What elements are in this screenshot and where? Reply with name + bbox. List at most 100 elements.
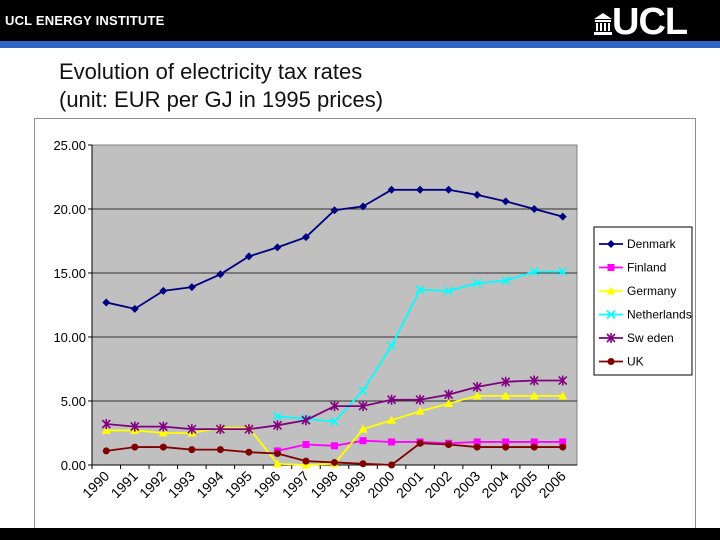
data-point-netherlands bbox=[329, 416, 340, 427]
x-tick-label: 1996 bbox=[250, 468, 283, 501]
plot-area bbox=[91, 144, 578, 466]
data-point-denmark bbox=[301, 233, 310, 242]
data-point-finland bbox=[559, 438, 567, 446]
data-point-finland bbox=[502, 438, 510, 446]
data-point-germany bbox=[529, 391, 539, 400]
data-point-uk bbox=[102, 447, 110, 455]
data-point-sweden bbox=[244, 424, 254, 435]
x-tick-label: 2005 bbox=[507, 468, 540, 501]
data-point-denmark bbox=[102, 298, 111, 307]
data-point-uk bbox=[445, 441, 453, 449]
data-point-netherlands bbox=[358, 386, 368, 396]
data-point-uk bbox=[245, 448, 253, 456]
data-point-denmark bbox=[530, 205, 539, 213]
tax-rate-chart: 0.005.0010.0015.0020.0025.00199019911992… bbox=[53, 138, 693, 501]
data-point-finland bbox=[359, 437, 367, 445]
data-point-germany bbox=[101, 425, 111, 434]
data-point-denmark bbox=[444, 185, 453, 194]
x-tick-label: 2002 bbox=[421, 468, 454, 501]
data-point-uk bbox=[331, 458, 338, 466]
data-point-sweden bbox=[529, 375, 539, 386]
data-point-uk bbox=[188, 446, 196, 454]
data-point-sweden bbox=[158, 421, 168, 432]
data-point-sweden bbox=[187, 424, 197, 435]
data-point-finland bbox=[530, 438, 538, 446]
data-point-uk bbox=[131, 443, 139, 451]
data-point-sweden bbox=[386, 394, 397, 405]
data-point-finland bbox=[331, 442, 338, 450]
data-point-denmark bbox=[273, 243, 282, 252]
data-point-sweden bbox=[272, 420, 283, 431]
data-point-denmark bbox=[359, 202, 368, 211]
header-accent-rule bbox=[0, 41, 720, 48]
data-point-uk bbox=[273, 449, 281, 457]
data-point-denmark bbox=[216, 270, 225, 279]
data-point-uk bbox=[359, 460, 367, 468]
data-point-uk bbox=[530, 443, 538, 451]
data-point-uk bbox=[388, 461, 396, 469]
x-tick-label: 1997 bbox=[279, 468, 312, 501]
data-point-netherlands bbox=[558, 267, 568, 277]
data-point-sweden bbox=[130, 421, 140, 432]
legend-label-sweden: Sw eden bbox=[627, 331, 674, 345]
legend-marker-finland bbox=[607, 264, 615, 271]
data-point-sweden bbox=[501, 376, 511, 387]
data-point-uk bbox=[473, 443, 481, 451]
data-point-netherlands bbox=[415, 285, 425, 295]
legend-marker-uk bbox=[607, 358, 615, 365]
x-tick-label: 1998 bbox=[307, 468, 340, 501]
legend-marker-netherlands bbox=[606, 309, 616, 320]
data-point-netherlands bbox=[444, 286, 454, 296]
data-point-germany bbox=[444, 399, 454, 408]
x-tick-label: 1999 bbox=[336, 468, 369, 501]
footer-bar bbox=[0, 528, 720, 540]
data-point-finland bbox=[388, 438, 396, 446]
data-point-germany bbox=[358, 424, 368, 433]
data-point-sweden bbox=[444, 389, 454, 400]
data-point-uk bbox=[416, 439, 424, 447]
data-point-netherlands bbox=[501, 276, 511, 286]
data-point-sweden bbox=[415, 394, 425, 405]
y-tick-label: 10.00 bbox=[53, 330, 86, 345]
institute-name: UCL ENERGY INSTITUTE bbox=[5, 13, 165, 28]
data-point-netherlands bbox=[529, 267, 539, 277]
data-point-denmark bbox=[501, 197, 510, 206]
slide-title-line-2: (unit: EUR per GJ in 1995 prices) bbox=[59, 87, 384, 112]
x-tick-label: 2001 bbox=[393, 468, 426, 501]
data-point-netherlands bbox=[386, 341, 397, 351]
data-point-denmark bbox=[159, 286, 168, 295]
portico-icon bbox=[594, 13, 612, 35]
x-tick-label: 1994 bbox=[193, 468, 226, 501]
x-tick-label: 2000 bbox=[364, 468, 397, 501]
x-tick-label: 2006 bbox=[536, 468, 569, 501]
slide-title-line-1: Evolution of electricity tax rates bbox=[59, 59, 363, 84]
data-point-denmark bbox=[187, 283, 196, 292]
data-point-sweden bbox=[358, 401, 368, 412]
data-point-denmark bbox=[387, 185, 396, 194]
slide-title: Evolution of electricity tax rates (unit… bbox=[59, 58, 383, 114]
data-point-denmark bbox=[416, 185, 425, 194]
x-tick-label: 1992 bbox=[136, 468, 169, 501]
data-point-uk bbox=[302, 457, 310, 465]
data-point-sweden bbox=[301, 415, 311, 426]
data-point-germany bbox=[272, 459, 282, 468]
data-point-finland bbox=[302, 441, 310, 449]
legend-label-germany: Germany bbox=[627, 284, 676, 298]
x-tick-label: 2003 bbox=[450, 468, 483, 501]
data-point-germany bbox=[415, 406, 425, 415]
legend-marker-denmark bbox=[607, 240, 615, 248]
data-point-denmark bbox=[558, 212, 567, 221]
data-point-uk bbox=[216, 446, 224, 454]
y-tick-label: 15.00 bbox=[53, 266, 86, 281]
data-point-sweden bbox=[215, 424, 225, 435]
y-tick-label: 25.00 bbox=[53, 138, 86, 153]
data-point-germany bbox=[472, 391, 482, 400]
y-tick-label: 5.00 bbox=[61, 394, 86, 409]
x-tick-label: 1995 bbox=[222, 468, 255, 501]
data-point-denmark bbox=[130, 304, 139, 313]
legend-marker-sweden bbox=[606, 333, 616, 343]
data-point-uk bbox=[559, 443, 567, 451]
legend-marker-germany bbox=[606, 286, 616, 295]
legend-label-finland: Finland bbox=[627, 261, 666, 275]
data-point-germany bbox=[158, 428, 168, 437]
